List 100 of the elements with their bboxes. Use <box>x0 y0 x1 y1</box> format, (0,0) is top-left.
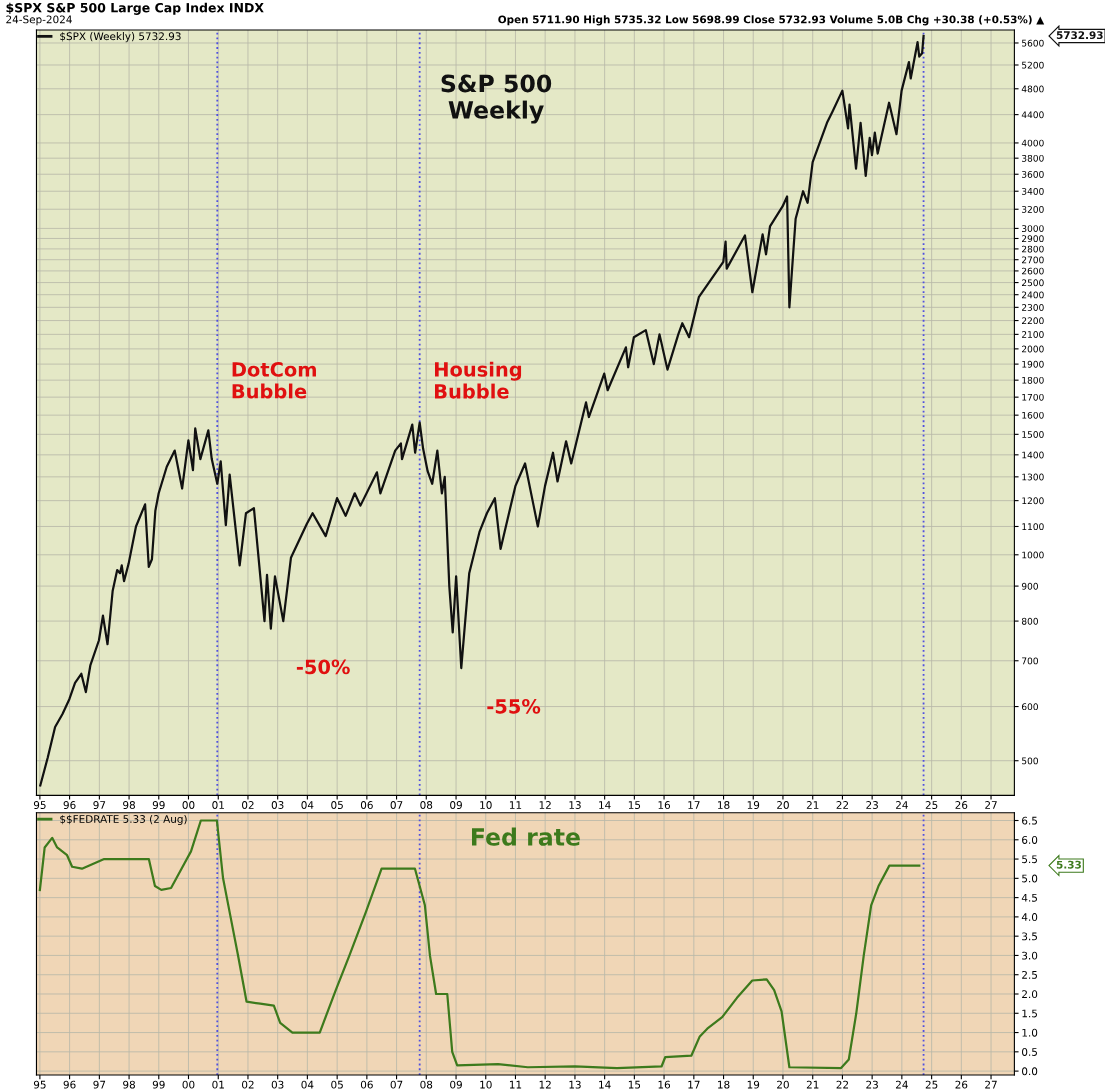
y-tick-label: 1.5 <box>1022 1009 1037 1018</box>
x-tick-label: 98 <box>123 1080 135 1089</box>
y-tick-label: 6.0 <box>1022 836 1038 844</box>
y-tick-label: 2600 <box>1022 267 1044 275</box>
x-tick-label: 99 <box>152 1080 165 1089</box>
x-tick-label: 04 <box>301 801 314 809</box>
x-tick-label: 05 <box>331 801 343 809</box>
x-tick-label: 97 <box>93 801 106 809</box>
y-tick-label: 1900 <box>1022 360 1044 368</box>
y-tick-label: 1000 <box>1022 551 1044 559</box>
x-tick-label: 00 <box>182 801 195 809</box>
y-tick-label: 3000 <box>1022 225 1044 232</box>
y-tick-label: 1.0 <box>1022 1028 1038 1037</box>
y-tick-label: 900 <box>1021 582 1038 590</box>
x-tick-label: 13 <box>569 1080 581 1089</box>
y-tick-label: 3800 <box>1022 154 1044 162</box>
y-tick-label: 2.5 <box>1022 970 1037 979</box>
y-tick-label: 4000 <box>1021 139 1044 147</box>
y-tick-label: 2100 <box>1022 331 1044 338</box>
y-tick-label: 5200 <box>1022 61 1044 69</box>
y-tick-label: 5.5 <box>1022 855 1037 864</box>
annotation: -50% <box>296 659 350 675</box>
text: 5.33 <box>1056 860 1081 869</box>
y-tick-label: 6.5 <box>1022 816 1037 825</box>
x-tick-label: 03 <box>271 1080 284 1089</box>
x-tick-label: 12 <box>539 1080 551 1089</box>
x-tick-label: 16 <box>658 1080 671 1089</box>
x-tick-label: 07 <box>390 801 403 809</box>
x-tick-label: 16 <box>658 801 671 809</box>
x-tick-label: 24 <box>895 1080 908 1089</box>
y-tick-label: 800 <box>1021 617 1038 625</box>
x-tick-label: 14 <box>599 801 611 809</box>
x-tick-label: 24 <box>895 801 908 809</box>
x-tick-label: 15 <box>628 1080 641 1089</box>
y-tick-label: 4.5 <box>1021 893 1037 902</box>
y-tick-label: 1100 <box>1022 523 1044 531</box>
y-tick-label: 700 <box>1022 657 1038 665</box>
y-tick-label: 1600 <box>1022 411 1044 419</box>
x-tick-label: 02 <box>242 1080 254 1089</box>
y-tick-label: 2.0 <box>1022 990 1038 999</box>
x-tick-label: 18 <box>718 1080 730 1089</box>
x-tick-label: 22 <box>836 1080 849 1089</box>
x-tick-label: 95 <box>33 1080 46 1089</box>
x-tick-label: 19 <box>747 1080 760 1089</box>
x-tick-label: 05 <box>331 1080 343 1089</box>
x-tick-label: 17 <box>688 1080 700 1089</box>
x-tick-label: 09 <box>450 1080 462 1089</box>
y-tick-label: 0.0 <box>1022 1067 1038 1076</box>
x-tick-label: 25 <box>925 1080 938 1089</box>
y-tick-label: 1200 <box>1022 497 1044 505</box>
x-tick-label: 99 <box>152 801 165 809</box>
x-tick-label: 23 <box>866 1080 878 1089</box>
y-tick-label: 1500 <box>1022 431 1044 438</box>
x-tick-label: 27 <box>985 1080 997 1089</box>
y-tick-label: 3600 <box>1022 170 1044 178</box>
text: Open 5711.90 High 5735.32 Low 5698.99 Close 5732.93 Volume 5.0B Chg +30.38 (+0.53%) ▲ <box>498 15 1045 26</box>
x-tick-label: 25 <box>925 801 938 809</box>
chart-title: $SPX S&P 500 Large Cap Index INDX <box>6 2 264 15</box>
annotation: S&P 500 Weekly <box>441 74 552 124</box>
x-tick-label: 17 <box>688 801 700 809</box>
x-tick-label: 21 <box>806 801 819 809</box>
chart-subtitle: 24-Sep-2024 <box>6 15 72 26</box>
y-tick-label: 1300 <box>1022 473 1044 481</box>
x-tick-label: 06 <box>360 1080 373 1089</box>
x-tick-label: 01 <box>212 801 224 809</box>
x-tick-label: 00 <box>182 1080 195 1089</box>
y-tick-label: 3400 <box>1022 187 1044 195</box>
y-tick-label: 1700 <box>1022 393 1044 401</box>
x-tick-label: 26 <box>955 1080 968 1089</box>
y-tick-label: 1400 <box>1022 451 1044 459</box>
x-tick-label: 27 <box>985 801 997 809</box>
x-tick-label: 95 <box>33 801 46 809</box>
y-tick-label: 2200 <box>1022 317 1044 325</box>
y-tick-label: 600 <box>1021 703 1038 711</box>
y-tick-label: 4800 <box>1021 85 1044 93</box>
y-tick-label: 0.5 <box>1022 1048 1037 1056</box>
y-tick-label: 5.0 <box>1022 874 1038 883</box>
x-tick-label: 21 <box>806 1080 819 1089</box>
x-tick-label: 11 <box>509 801 522 809</box>
y-tick-label: 2000 <box>1022 345 1044 353</box>
y-tick-label: 2800 <box>1022 245 1044 253</box>
y-tick-label: 2700 <box>1022 256 1044 264</box>
x-tick-label: 04 <box>301 1080 314 1089</box>
y-tick-label: 2300 <box>1022 304 1044 311</box>
ref-line-label: Housing Bubble <box>435 361 522 399</box>
x-tick-label: 19 <box>747 801 760 809</box>
y-tick-label: 2400 <box>1022 291 1044 299</box>
x-tick-label: 20 <box>777 1080 789 1089</box>
y-tick-label: 2500 <box>1022 279 1044 287</box>
x-tick-label: 09 <box>450 801 462 809</box>
y-tick-label: 500 <box>1022 757 1038 765</box>
x-tick-label: 14 <box>599 1080 611 1089</box>
text: Fed rate <box>472 827 580 846</box>
x-tick-label: 20 <box>777 801 789 809</box>
text: 5732.93 <box>1056 31 1103 40</box>
x-tick-label: 96 <box>63 801 76 809</box>
legend-label: $SPX (Weekly) 5732.93 <box>60 32 181 43</box>
x-tick-label: 08 <box>420 1080 433 1089</box>
x-tick-label: 97 <box>93 1080 106 1089</box>
x-tick-label: 96 <box>63 1080 76 1089</box>
